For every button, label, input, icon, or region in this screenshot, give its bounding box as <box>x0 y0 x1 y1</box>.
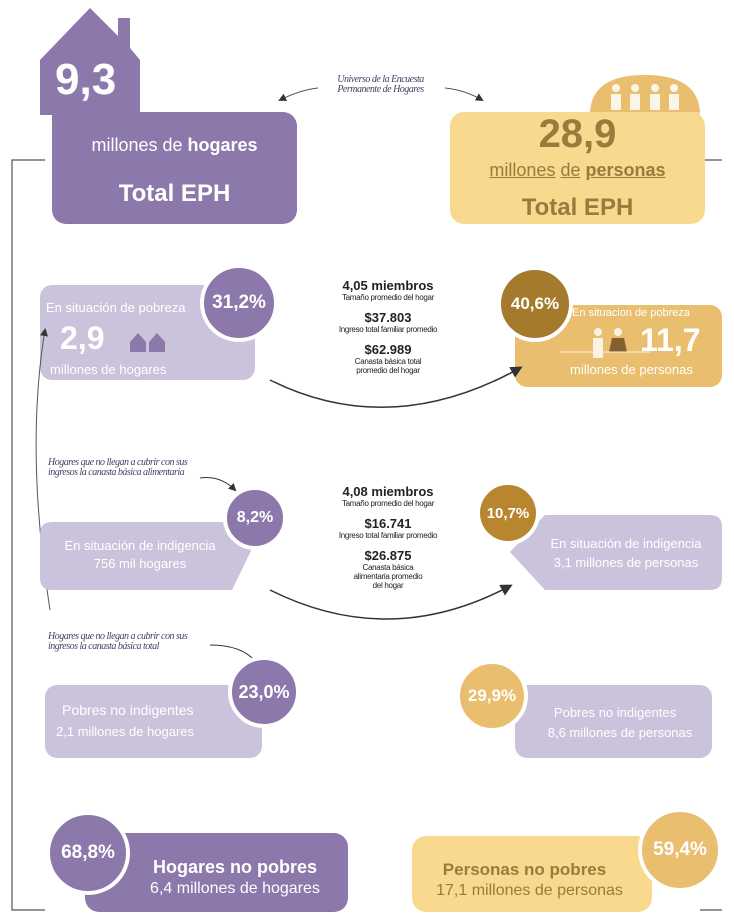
unit-prefix: millones <box>489 160 556 180</box>
households-poverty-label: En situación de pobreza <box>46 300 186 315</box>
persons-non-poor-box <box>412 836 652 912</box>
persons-poverty-share: 40,6% <box>497 266 573 342</box>
stat-label: Ingreso total familiar promedio <box>338 531 438 540</box>
persons-poverty-value: 11,7 <box>640 322 701 358</box>
households-indigence-detail: 756 mil hogares <box>93 556 187 571</box>
persons-poverty-label: En situacion de pobreza <box>572 307 691 319</box>
households-non-indigent-label: Pobres no indigentes <box>62 702 194 718</box>
stat-value: $26.875 <box>364 548 412 563</box>
poverty-stats: 4,05 miembros Tamaño promedio del hogar $… <box>288 278 488 375</box>
stat-value: $16.741 <box>364 516 412 531</box>
stat-label: Ingreso total familiar promedio <box>338 325 438 334</box>
persons-indigence-share: 10,7% <box>476 481 540 545</box>
households-total-box <box>52 112 297 224</box>
house-icon <box>40 8 140 115</box>
stat-label: Canasta básica alimentaria promedio del … <box>353 563 423 590</box>
persons-total-value: 28,9 <box>538 112 617 156</box>
stat-label: Canasta básica total promedio del hogar <box>354 357 422 375</box>
households-non-poor-detail: 6,4 millones de hogares <box>150 880 320 897</box>
stat-value: 4,08 miembros <box>342 484 434 499</box>
persons-non-indigent-label: Pobres no indigentes <box>553 705 677 720</box>
persons-non-indigent-share: 29,9% <box>456 660 528 732</box>
persons-indigence-label: En situación de indigencia <box>550 536 702 551</box>
bracket-left <box>11 159 45 911</box>
households-indigence-box <box>40 522 265 590</box>
households-indigence-label: En situación de indigencia <box>64 538 216 553</box>
unit: personas <box>585 160 666 180</box>
person-icons <box>560 328 650 358</box>
persons-total-label: Total EPH <box>521 194 634 221</box>
stat-value: $37.803 <box>364 310 412 325</box>
households-non-indigent-box <box>45 685 262 758</box>
non-indigent-note: Hogares que no llegan a cubrir con sus i… <box>48 631 188 652</box>
universe-note: Universo de la Encuesta Permanente de Ho… <box>337 74 424 95</box>
stat-label: Tamaño promedio del hogar <box>341 499 435 508</box>
stat-label: Tamaño promedio del hogar <box>341 293 435 302</box>
persons-indigence-detail: 3,1 millones de personas <box>553 555 699 570</box>
persons-non-poor-detail: 17,1 millones de personas <box>436 882 623 899</box>
households-non-poor-share: 68,8% <box>46 811 130 895</box>
households-poverty-value: 2,9 <box>60 320 105 356</box>
persons-indigence-box <box>510 515 722 590</box>
persons-non-poor-label: Personas no pobres <box>442 860 607 879</box>
arrow <box>269 366 523 408</box>
arrow <box>269 584 513 620</box>
arrow <box>278 87 319 101</box>
households-poverty-share: 31,2% <box>200 264 278 342</box>
unit: hogares <box>187 135 258 155</box>
house-icons <box>130 333 165 352</box>
persons-total-box <box>450 112 705 224</box>
persons-poverty-unit: millones de personas <box>570 362 693 377</box>
households-non-poor-box <box>85 833 348 912</box>
persons-non-indigent-box <box>515 685 712 758</box>
indigence-note: Hogares que no llegan a cubrir con sus i… <box>48 457 188 478</box>
households-total-label: Total EPH <box>118 180 231 207</box>
households-total-value: 9,3 <box>55 55 117 104</box>
households-non-indigent-share: 23,0% <box>228 656 300 728</box>
households-non-indigent-detail: 2,1 millones de hogares <box>56 724 195 739</box>
indigence-stats: 4,08 miembros Tamaño promedio del hogar $… <box>288 484 488 590</box>
arrow <box>199 477 237 492</box>
persons-total-unit: millones de personas <box>450 160 705 181</box>
persons-icon <box>590 75 700 115</box>
unit-mid: de <box>560 160 581 180</box>
stat-value: 4,05 miembros <box>342 278 434 293</box>
households-non-poor-label: Hogares no pobres <box>152 857 318 877</box>
stat-value: $62.989 <box>364 342 412 357</box>
people-icons <box>611 84 679 110</box>
households-indigence-share: 8,2% <box>223 486 287 550</box>
households-total-unit: millones de hogares <box>52 135 297 156</box>
unit-prefix: millones de <box>91 135 183 155</box>
arrow <box>444 87 484 102</box>
persons-non-poor-share: 59,4% <box>638 808 722 892</box>
persons-non-indigent-detail: 8,6 millones de personas <box>547 725 693 740</box>
households-poverty-unit: millones de hogares <box>50 362 167 377</box>
